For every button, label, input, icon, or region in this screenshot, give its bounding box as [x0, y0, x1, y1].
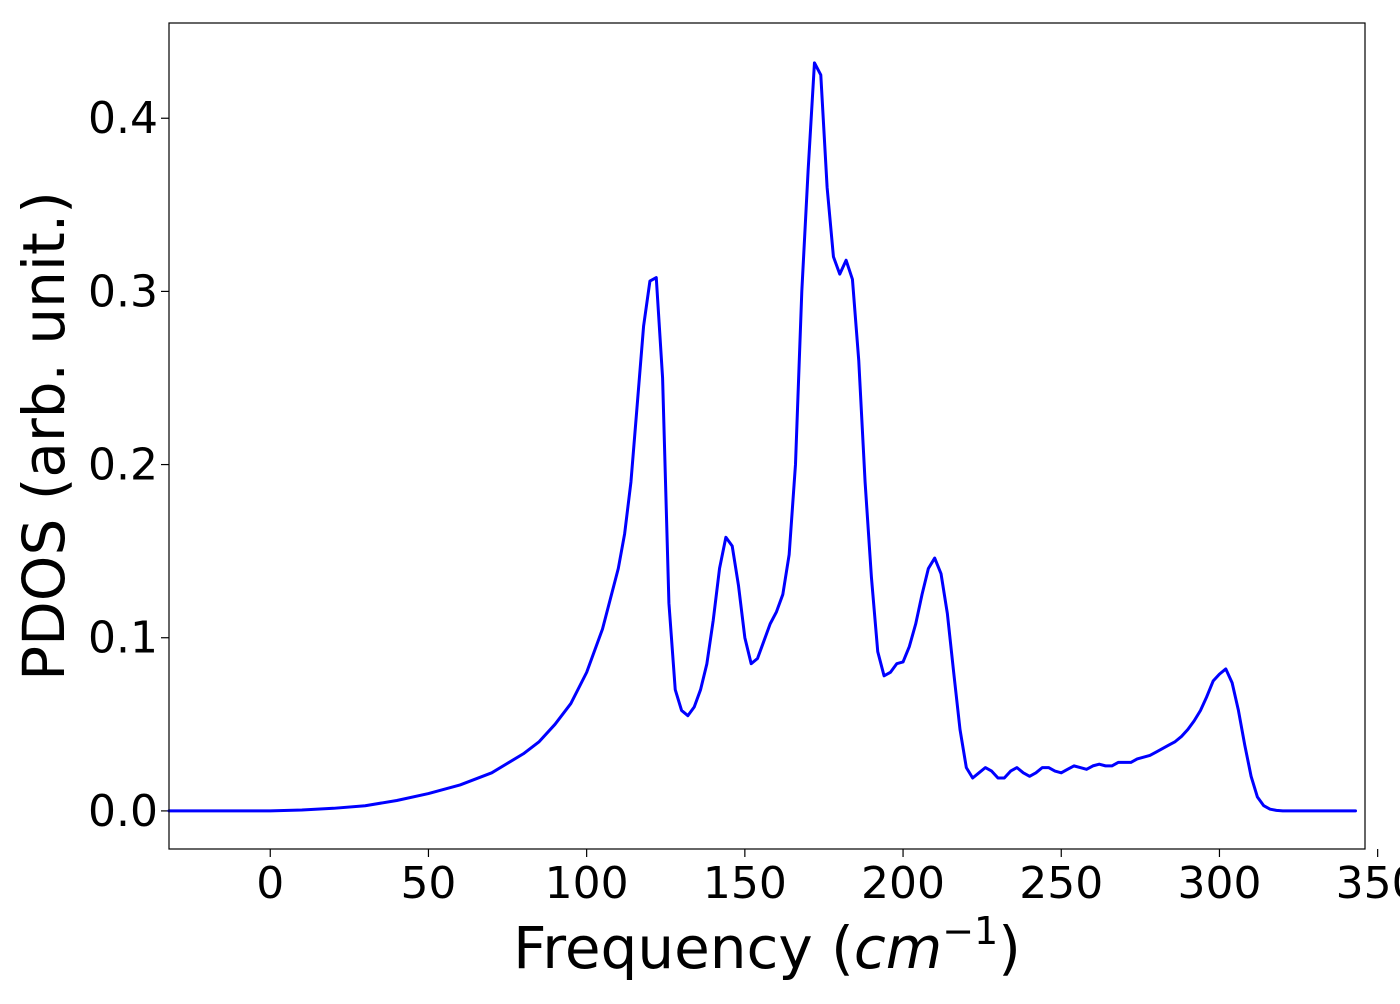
- x-tick-label: 300: [1177, 858, 1261, 909]
- x-axis-label-prefix: Frequency (: [513, 914, 854, 982]
- plot-background: [169, 23, 1365, 849]
- y-tick-label: 0.4: [88, 93, 158, 144]
- y-axis-label: PDOS (arb. unit.): [10, 191, 78, 681]
- x-tick-label: 150: [703, 858, 787, 909]
- x-axis-label: Frequency (cm−1): [513, 909, 1021, 982]
- plot-frame: [168, 22, 1366, 850]
- y-tick-label: 0.1: [88, 613, 158, 664]
- x-tick-label: 100: [545, 858, 629, 909]
- x-axis-label-exponent: −1: [942, 909, 998, 953]
- pdos-line-series: [167, 61, 1358, 813]
- x-axis-label-unit: cm: [854, 914, 942, 982]
- x-tick-label: 50: [400, 858, 456, 909]
- y-axis-ticks: 0.0 0.1 0.2 0.3 0.4: [88, 93, 169, 837]
- x-axis-label-suffix: ): [998, 914, 1021, 982]
- x-tick-label: 200: [861, 858, 945, 909]
- series-layer: [167, 61, 1358, 813]
- y-tick-label: 0.2: [88, 440, 158, 491]
- y-tick-label: 0.0: [88, 786, 158, 837]
- x-tick-label: 250: [1019, 858, 1103, 909]
- x-axis-ticks: 0 50 100 150 200 250 300 350: [256, 849, 1400, 909]
- y-tick-label: 0.3: [88, 266, 158, 317]
- x-tick-label: 0: [256, 858, 284, 909]
- x-tick-label: 350: [1336, 858, 1400, 909]
